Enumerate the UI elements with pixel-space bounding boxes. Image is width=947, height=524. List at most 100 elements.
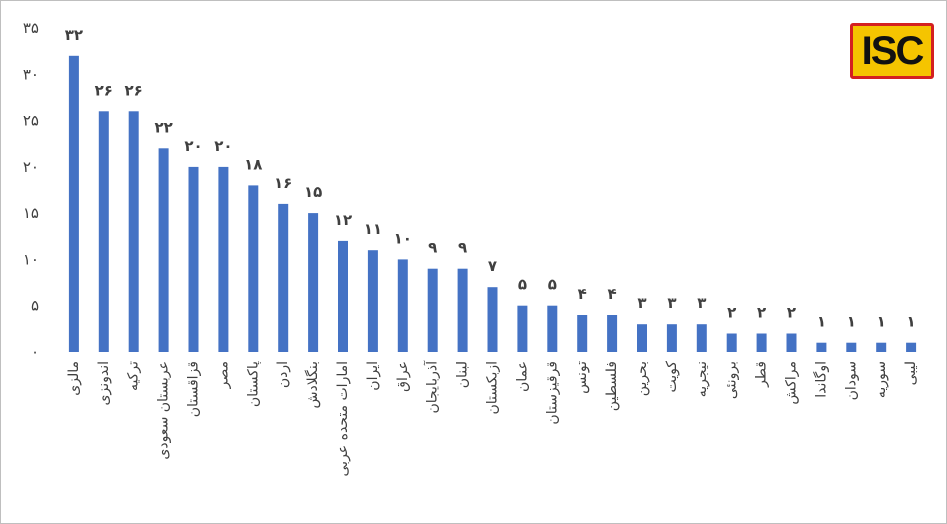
data-label: ۱ [817, 313, 826, 331]
data-label: ۳۲ [65, 26, 83, 44]
bar [427, 268, 438, 352]
y-tick-label: ۲۵ [23, 112, 39, 130]
category-label: تونس [574, 361, 590, 394]
category-label: سودان [843, 361, 859, 400]
bar [786, 333, 797, 352]
bar [487, 287, 498, 352]
y-axis: ۰ ۵ ۱۰ ۱۵ ۲۰ ۲۵ ۳۰ ۳۵ [23, 19, 39, 361]
data-label: ۱۵ [304, 183, 322, 201]
data-label: ۱ [877, 313, 886, 331]
category-label: لبنان [455, 361, 471, 388]
bar [547, 305, 558, 352]
category-label: عمان [514, 361, 530, 392]
bar [696, 324, 707, 352]
category-label: سوریه [873, 361, 889, 398]
category-label: ازبکستان [485, 361, 501, 415]
y-tick-label: ۱۰ [23, 250, 39, 268]
isc-logo: ISC [850, 23, 934, 79]
bar [397, 259, 408, 352]
category-label: اردن [275, 361, 291, 388]
data-label: ۲ [757, 304, 766, 322]
bar [876, 342, 887, 352]
category-label: مالزی [66, 361, 82, 396]
bar [248, 185, 259, 352]
category-label: کویت [664, 361, 680, 393]
category-label: عراق [395, 361, 411, 392]
bar [278, 203, 289, 352]
data-label: ۱۸ [244, 155, 262, 173]
data-label: ۱۱ [364, 220, 382, 238]
data-label: ۱۶ [274, 174, 292, 192]
category-label: عربستان سعودی [156, 361, 172, 460]
category-label: ایران [365, 361, 381, 391]
y-tick-label: ۳۰ [23, 65, 39, 83]
bar [98, 111, 109, 352]
data-label: ۹ [428, 239, 437, 257]
category-label: پاکستان [245, 361, 261, 407]
category-label: نیجریه [694, 361, 710, 397]
data-label: ۲۰ [184, 137, 202, 155]
data-label: ۱۰ [394, 229, 412, 247]
category-label: لیبی [903, 361, 919, 385]
bar [846, 342, 857, 352]
data-label: ۳ [697, 294, 706, 312]
y-tick-label: ۲۰ [23, 158, 39, 176]
category-label: اوگاندا [812, 361, 829, 398]
bar [188, 166, 199, 352]
data-label: ۲ [727, 304, 736, 322]
category-label: امارات متحده عربی [335, 361, 351, 476]
bar [666, 324, 677, 352]
bar [906, 342, 917, 352]
bar [726, 333, 737, 352]
category-label: بحرین [634, 361, 650, 396]
data-label: ۱۲ [334, 211, 352, 229]
y-tick-label: ۵ [31, 297, 39, 315]
data-label: ۳ [667, 294, 676, 312]
data-label: ۴ [578, 285, 587, 303]
category-label: مصر [215, 361, 231, 389]
category-label: ترکیه [126, 361, 142, 391]
data-label: ۷ [488, 257, 497, 275]
data-label: ۳ [637, 294, 646, 312]
bar [637, 324, 647, 352]
category-label: آذربایجان [424, 360, 441, 414]
bar [128, 111, 139, 352]
category-label: فلسطین [604, 361, 620, 411]
data-label: ۵ [548, 276, 557, 294]
bar [218, 166, 229, 352]
bar [158, 148, 169, 352]
bar [577, 315, 588, 352]
y-tick-label: ۱۵ [23, 204, 39, 222]
category-label: برونئی [724, 361, 740, 399]
category-label: قطر [754, 361, 770, 388]
category-label: مراکش [784, 361, 800, 405]
category-label: قرقیزستان [544, 361, 560, 425]
data-label: ۹ [458, 239, 467, 257]
category-label: قزاقستان [186, 361, 202, 417]
data-label: ۱ [907, 313, 916, 331]
bar [816, 342, 827, 352]
bar [367, 250, 378, 352]
bar [457, 268, 468, 352]
data-label: ۱ [847, 313, 856, 331]
y-tick-label: ۰ [31, 343, 39, 361]
data-label: ۲۶ [95, 81, 113, 99]
data-label: ۲۲ [154, 118, 172, 136]
bar [517, 305, 528, 352]
y-tick-label: ۳۵ [23, 19, 39, 37]
bar [756, 333, 767, 352]
data-label: ۲ [787, 304, 796, 322]
category-label: اندونزی [96, 361, 112, 405]
logo-text: ISC [861, 28, 925, 73]
bar [607, 315, 618, 352]
category-labels: مالزی اندونزی ترکیه عربستان سعودی قزاقستان مص… [66, 360, 919, 477]
data-label: ۵ [518, 276, 527, 294]
data-label: ۲۰ [214, 137, 232, 155]
bar [308, 213, 319, 352]
bars [68, 55, 917, 353]
bar [68, 55, 79, 353]
data-label: ۴ [608, 285, 617, 303]
